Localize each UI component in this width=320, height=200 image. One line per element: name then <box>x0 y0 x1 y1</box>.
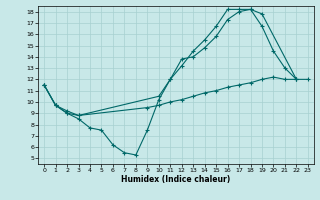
X-axis label: Humidex (Indice chaleur): Humidex (Indice chaleur) <box>121 175 231 184</box>
